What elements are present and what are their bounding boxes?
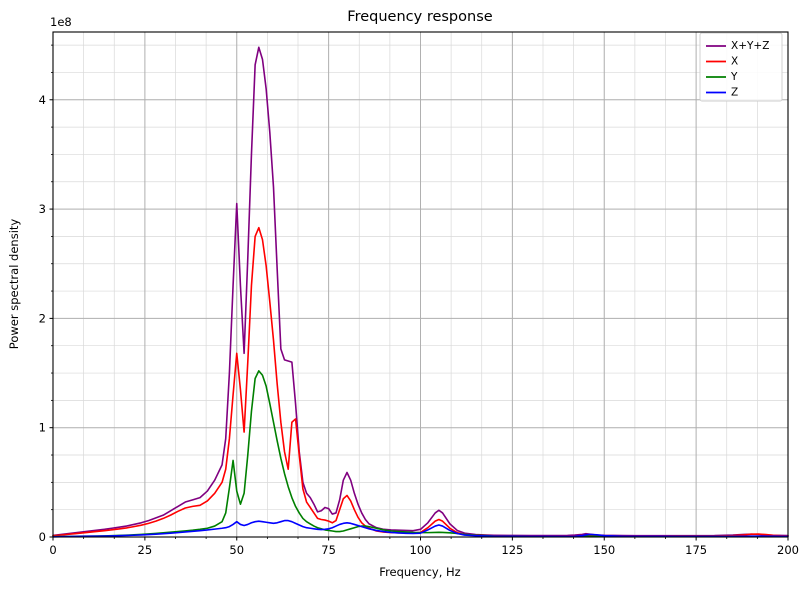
legend-background (699, 32, 783, 102)
grid-major-vertical (144, 32, 697, 537)
x-axis-ticks (52, 537, 789, 541)
legend-items: X+Y+Z XYZ (706, 40, 769, 99)
series-line-z (52, 519, 789, 538)
y-axis-tick-label: 1 (39, 421, 46, 435)
x-axis-title: Frequency, Hz (379, 565, 460, 579)
y-axis-tick-labels: 0 1 2 3 4 (39, 93, 46, 544)
y-axis-title: Power spectral density (7, 219, 21, 350)
x-axis-tick-label: 25 (138, 543, 153, 557)
x-axis-tick-label: 175 (685, 543, 707, 557)
y-axis-tick-label: 2 (39, 311, 46, 325)
x-axis-tick-label: 0 (49, 543, 56, 557)
x-axis-tick-label: 125 (501, 543, 523, 557)
x-axis-tick-label: 100 (410, 543, 432, 557)
y-axis-offset-label: 1e8 (50, 15, 72, 29)
series-line-x-y-z (52, 46, 789, 537)
y-axis-tick-label: 3 (39, 202, 46, 216)
x-axis-tick-label: 150 (593, 543, 615, 557)
page-title: Frequency response (347, 9, 492, 25)
chart-legend[interactable]: X+Y+Z XYZ (699, 32, 783, 102)
x-axis-tick-label: 200 (777, 543, 799, 557)
legend-label-y: Y (730, 71, 738, 83)
x-axis-tick-label: 50 (229, 543, 244, 557)
x-axis-tick-label: 75 (321, 543, 336, 557)
legend-label-z: Z (731, 87, 738, 99)
y-axis-tick-label: 4 (39, 93, 46, 107)
grid-major-horizontal (53, 99, 788, 429)
y-axis-tick-label: 0 (39, 530, 46, 544)
x-axis-tick-labels: 0 25 50 75 100 125 150 175 200 (49, 543, 799, 557)
data-series-group (52, 46, 789, 538)
y-axis-ticks (49, 44, 53, 538)
legend-label-x-y-z: X+Y+Z (731, 40, 769, 52)
legend-label-x: X (731, 56, 738, 68)
